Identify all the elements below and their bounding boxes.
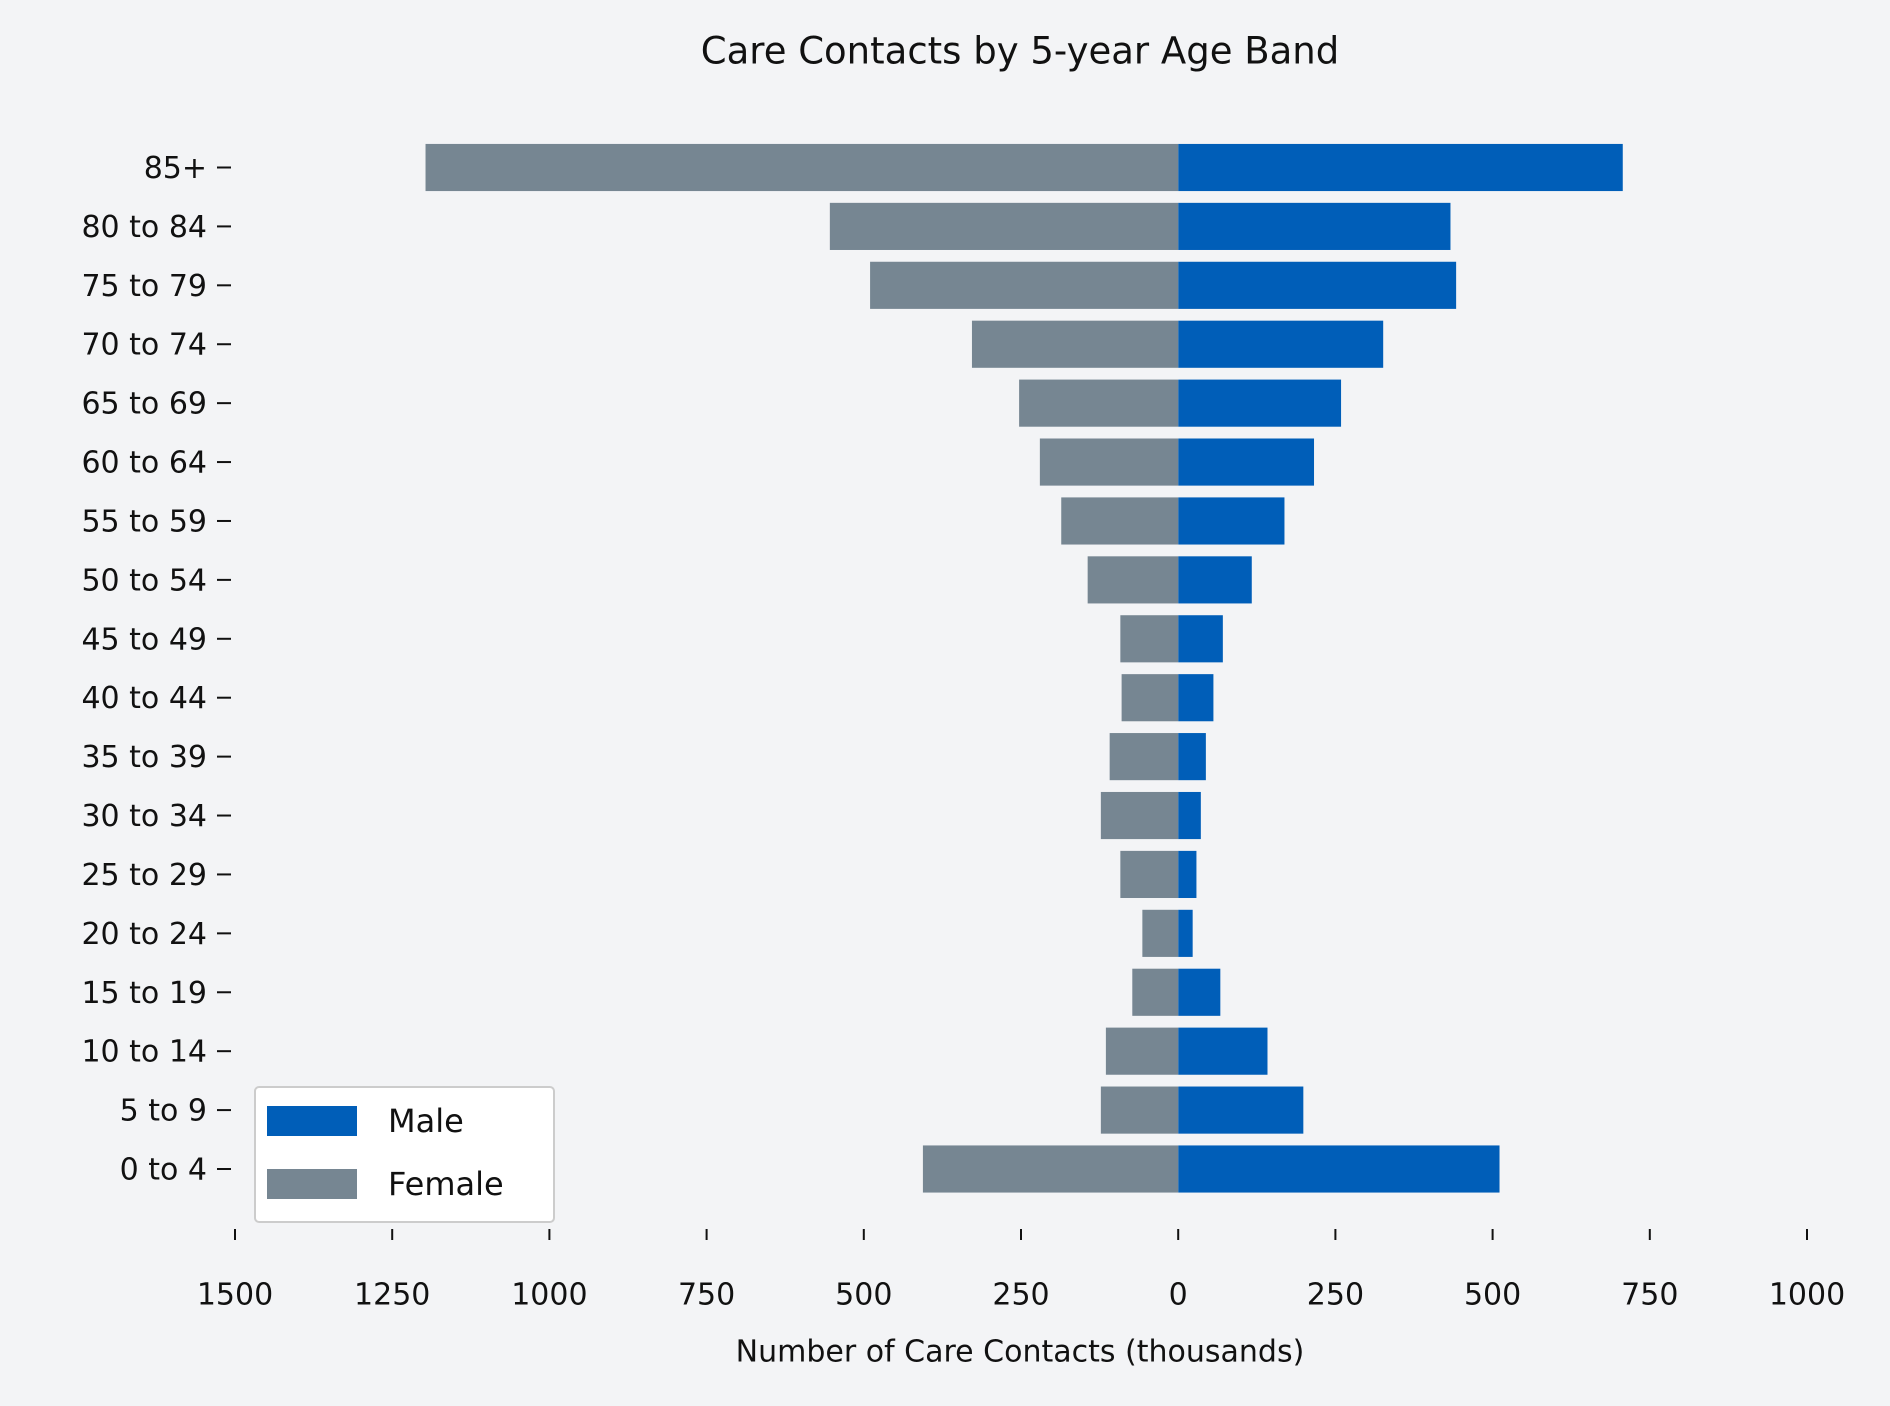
- bar: [1132, 968, 1179, 1016]
- y-tick-label: 75 to 79: [81, 269, 207, 304]
- y-tick-label: 50 to 54: [81, 563, 207, 598]
- y-tick-label: 15 to 19: [81, 976, 207, 1011]
- x-tick-label: 250: [992, 1278, 1049, 1313]
- legend-swatch: [267, 1169, 357, 1199]
- x-tick-label: 1250: [354, 1278, 430, 1313]
- y-tick-label: 5 to 9: [120, 1094, 207, 1129]
- y-tick-label: 0 to 4: [120, 1153, 207, 1188]
- bar: [1178, 1145, 1500, 1193]
- bar: [1061, 497, 1179, 545]
- bar: [1121, 674, 1179, 722]
- x-tick-label: 500: [835, 1278, 892, 1313]
- bars: [425, 143, 1623, 1193]
- x-tick-label: 250: [1307, 1278, 1364, 1313]
- y-tick-label: 70 to 74: [81, 328, 207, 363]
- bar: [1019, 379, 1179, 427]
- bar: [1178, 615, 1223, 663]
- legend-label: Male: [388, 1102, 464, 1140]
- bar: [425, 143, 1179, 192]
- x-tick-label: 1000: [1769, 1278, 1845, 1313]
- bar: [1100, 791, 1179, 840]
- bar: [1178, 674, 1214, 722]
- bar: [1178, 733, 1206, 781]
- bar: [1178, 556, 1252, 604]
- legend: Male Female: [254, 1086, 555, 1223]
- bar: [1120, 615, 1179, 663]
- bar: [1178, 320, 1384, 368]
- bar: [829, 202, 1179, 250]
- x-tick-label: 500: [1464, 1278, 1521, 1313]
- bar: [1178, 850, 1197, 899]
- y-tick-label: 30 to 34: [81, 799, 207, 834]
- x-tick-label: 750: [1621, 1278, 1678, 1313]
- x-tick-label: 1000: [511, 1278, 587, 1313]
- bar: [1178, 909, 1193, 957]
- bar: [1142, 909, 1179, 957]
- bar: [1178, 968, 1221, 1016]
- bar: [1178, 379, 1342, 427]
- bar: [1105, 1027, 1179, 1075]
- y-tick-label: 60 to 64: [81, 446, 207, 481]
- y-tick-label: 10 to 14: [81, 1035, 207, 1070]
- y-tick-label: 25 to 29: [81, 858, 207, 893]
- y-tick-label: 55 to 59: [81, 504, 207, 539]
- y-tick-label: 45 to 49: [81, 622, 207, 657]
- bar: [1120, 850, 1179, 899]
- bar: [1178, 261, 1457, 309]
- bar: [1178, 438, 1315, 486]
- bar: [1178, 1027, 1268, 1075]
- chart-title: Care Contacts by 5-year Age Band: [701, 30, 1339, 73]
- x-tick-label: 1500: [197, 1278, 273, 1313]
- bar: [1178, 791, 1201, 840]
- bar: [1178, 497, 1285, 545]
- legend-swatch: [267, 1106, 357, 1136]
- bar: [870, 261, 1179, 309]
- bar: [1178, 202, 1451, 250]
- bar: [1100, 1086, 1179, 1134]
- bar: [922, 1145, 1179, 1193]
- bar: [1178, 1086, 1304, 1134]
- y-tick-label: 35 to 39: [81, 740, 207, 775]
- y-tick-label: 40 to 44: [81, 681, 207, 716]
- bar: [1178, 143, 1623, 192]
- y-tick-label: 85+: [144, 151, 207, 186]
- y-tick-label: 65 to 69: [81, 387, 207, 422]
- x-axis-label: Number of Care Contacts (thousands): [736, 1335, 1305, 1370]
- x-tick-label: 0: [1169, 1278, 1188, 1313]
- x-tick-label: 750: [678, 1278, 735, 1313]
- bar: [1109, 733, 1179, 781]
- y-tick-label: 20 to 24: [81, 917, 207, 952]
- bar: [971, 320, 1179, 368]
- legend-label: Female: [388, 1165, 504, 1203]
- bar: [1087, 556, 1179, 604]
- bar: [1039, 438, 1179, 486]
- y-tick-label: 80 to 84: [81, 210, 207, 245]
